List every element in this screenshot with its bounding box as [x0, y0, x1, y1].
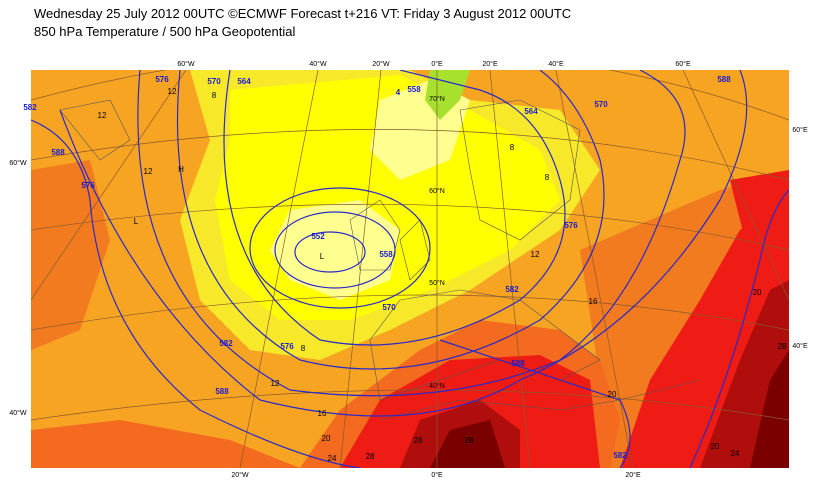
- graticule-label: 20°E: [625, 471, 641, 479]
- contour-label: 24: [731, 449, 740, 458]
- contour-label: 20: [608, 390, 617, 399]
- contour-label: 570: [382, 303, 396, 312]
- contour-label: 588: [51, 148, 65, 157]
- contour-label: 12: [168, 87, 177, 96]
- contour-label: 28: [778, 342, 787, 351]
- graticule-label: 60°W: [9, 159, 27, 167]
- contour-label: 12: [144, 167, 153, 176]
- graticule-label: 60°E: [675, 60, 691, 68]
- contour-label: 24: [328, 454, 337, 463]
- contour-label: 582: [505, 285, 519, 294]
- title: Wednesday 25 July 2012 00UTC ©ECMWF Fore…: [34, 6, 572, 21]
- graticule-label: 20°E: [482, 60, 498, 68]
- graticule-label: 20°W: [372, 60, 390, 68]
- contour-label: 16: [589, 297, 598, 306]
- contour-label: 28: [465, 436, 474, 445]
- graticule-label: 20°W: [231, 471, 249, 479]
- contour-label: 576: [81, 181, 95, 190]
- contour-label: 12: [531, 250, 540, 259]
- graticule-label: 60°W: [177, 60, 195, 68]
- graticule-label: 40°E: [792, 342, 808, 350]
- contour-label: 570: [594, 100, 608, 109]
- contour-label: 564: [524, 107, 538, 116]
- contour-label: 552: [311, 232, 325, 241]
- contour-label: 12: [271, 379, 280, 388]
- contour-label: 582: [219, 339, 233, 348]
- contour-label: 20: [711, 442, 720, 451]
- pressure-marker: L: [134, 217, 139, 226]
- contour-label: 582: [23, 103, 37, 112]
- graticule-label: 0°E: [431, 60, 443, 68]
- contour-label: 20: [753, 288, 762, 297]
- pressure-marker: L: [320, 252, 325, 261]
- contour-label: 4: [396, 88, 401, 97]
- graticule-label: 40°N: [429, 382, 445, 390]
- contour-label: 588: [511, 359, 525, 368]
- contour-label: 582: [613, 451, 627, 460]
- graticule-label: 40°W: [309, 60, 327, 68]
- graticule-label: 40°E: [548, 60, 564, 68]
- contour-label: 20: [322, 434, 331, 443]
- contour-label: 588: [717, 75, 731, 84]
- map-fill: [31, 70, 789, 468]
- contour-label: 8: [301, 344, 306, 353]
- graticule-label: 60°N: [429, 187, 445, 195]
- contour-label: 588: [215, 387, 229, 396]
- contour-label: 558: [407, 85, 421, 94]
- contour-label: 570: [207, 77, 221, 86]
- graticule-label: 60°E: [792, 126, 808, 134]
- contours: [31, 70, 789, 468]
- contour-label: 8: [510, 143, 515, 152]
- contour-label: 16: [318, 409, 327, 418]
- contour-label: 12: [98, 111, 107, 120]
- contour-label: 564: [237, 77, 251, 86]
- contour-label: 28: [414, 436, 423, 445]
- graticule: [31, 70, 789, 468]
- contour-label: 8: [212, 91, 217, 100]
- graticule-label: 40°W: [9, 409, 27, 417]
- graticule-label: 0°E: [431, 471, 443, 479]
- contour-label: 28: [366, 452, 375, 461]
- pressure-marker: H: [178, 165, 184, 174]
- contour-label: 576: [155, 75, 169, 84]
- contour-label: 576: [280, 342, 294, 351]
- subtitle: 850 hPa Temperature / 500 hPa Geopotenti…: [34, 24, 296, 39]
- graticule-label: 70°N: [429, 95, 445, 103]
- contour-label: 558: [379, 250, 393, 259]
- contour-label: 8: [545, 173, 550, 182]
- graticule-label: 50°N: [429, 279, 445, 287]
- contour-label: 576: [564, 221, 578, 230]
